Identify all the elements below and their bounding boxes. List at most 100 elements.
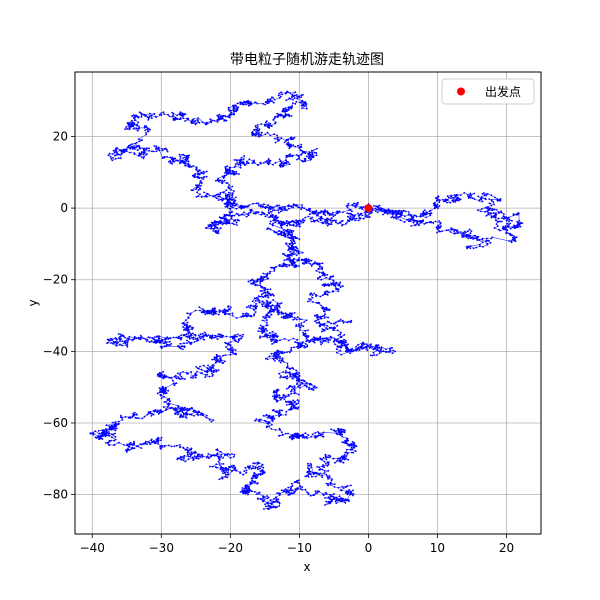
trajectory-point xyxy=(280,137,283,140)
trajectory-point xyxy=(179,378,182,380)
trajectory-point xyxy=(351,210,353,213)
trajectory-point xyxy=(219,115,222,117)
trajectory-point xyxy=(204,374,207,376)
trajectory-point xyxy=(245,312,248,314)
trajectory-point xyxy=(313,338,316,340)
trajectory-point xyxy=(350,448,353,451)
trajectory-point xyxy=(481,200,484,203)
trajectory-point xyxy=(157,373,160,376)
trajectory-point xyxy=(341,458,344,461)
trajectory-point xyxy=(185,160,188,162)
trajectory-point xyxy=(278,311,281,314)
trajectory-point xyxy=(322,337,324,340)
trajectory-point xyxy=(183,324,186,327)
trajectory-point xyxy=(281,93,284,96)
trajectory-points xyxy=(89,90,524,511)
trajectory-point xyxy=(156,409,159,412)
trajectory-point xyxy=(281,397,283,399)
trajectory-point xyxy=(160,346,163,349)
trajectory-point xyxy=(235,110,237,113)
trajectory-point xyxy=(132,442,135,445)
trajectory-point xyxy=(138,140,141,143)
trajectory-point xyxy=(117,341,119,344)
trajectory-point xyxy=(264,161,267,163)
trajectory-point xyxy=(349,218,352,221)
trajectory-point xyxy=(262,466,265,469)
trajectory-point xyxy=(148,149,150,152)
trajectory-point xyxy=(127,444,130,446)
trajectory-point xyxy=(357,219,360,222)
trajectory-point xyxy=(341,435,344,438)
trajectory-point xyxy=(281,110,284,113)
trajectory-point xyxy=(182,412,185,414)
trajectory-point xyxy=(266,131,269,134)
trajectory-point xyxy=(311,263,314,266)
trajectory-point xyxy=(317,338,320,340)
trajectory-point xyxy=(293,247,295,250)
trajectory-point xyxy=(479,210,482,213)
trajectory-point xyxy=(312,389,315,391)
trajectory-point xyxy=(478,243,481,246)
trajectory-point xyxy=(253,313,256,316)
trajectory-point xyxy=(160,439,162,442)
trajectory-point xyxy=(348,220,351,223)
trajectory-point xyxy=(189,335,191,337)
trajectory-point xyxy=(345,455,348,457)
trajectory-point xyxy=(273,117,276,120)
trajectory-point xyxy=(306,345,309,348)
trajectory-point xyxy=(270,266,272,269)
trajectory-point xyxy=(227,305,229,308)
trajectory-point xyxy=(179,158,182,160)
trajectory-point xyxy=(269,222,271,225)
trajectory-point xyxy=(516,220,519,223)
trajectory-point xyxy=(177,413,179,416)
trajectory-point xyxy=(137,125,140,128)
trajectory-point xyxy=(223,120,226,122)
trajectory-point xyxy=(195,365,198,368)
trajectory-point xyxy=(340,339,342,342)
trajectory-point xyxy=(155,150,158,153)
trajectory-point xyxy=(269,308,272,310)
trajectory-point xyxy=(338,459,341,462)
trajectory-point xyxy=(282,371,285,373)
trajectory-point xyxy=(332,329,335,332)
trajectory-point xyxy=(242,489,245,492)
trajectory-point xyxy=(169,160,172,162)
trajectory-point xyxy=(357,343,359,346)
trajectory-point xyxy=(327,462,329,464)
trajectory-point xyxy=(280,234,283,237)
trajectory-point xyxy=(292,220,295,223)
trajectory-point xyxy=(135,146,137,149)
trajectory-point xyxy=(488,239,490,242)
trajectory-point xyxy=(341,485,344,488)
trajectory-point xyxy=(280,489,283,491)
trajectory-point xyxy=(282,361,285,363)
trajectory-point xyxy=(267,209,270,212)
trajectory-point xyxy=(272,506,275,508)
trajectory-point xyxy=(116,342,118,345)
trajectory-point xyxy=(280,162,283,165)
trajectory-point xyxy=(222,191,225,194)
trajectory-point xyxy=(283,141,286,144)
trajectory-point xyxy=(239,160,241,163)
trajectory-point xyxy=(212,454,215,457)
trajectory-point xyxy=(476,239,479,242)
trajectory-point xyxy=(218,220,221,223)
trajectory-point xyxy=(212,223,215,226)
trajectory-point xyxy=(276,302,279,305)
trajectory-point xyxy=(512,239,515,241)
trajectory-point xyxy=(269,220,272,223)
grid xyxy=(75,72,541,534)
trajectory-point xyxy=(460,234,463,236)
trajectory-point xyxy=(177,337,180,339)
trajectory-point xyxy=(314,471,316,474)
trajectory-point xyxy=(252,202,254,205)
trajectory-point xyxy=(304,158,307,160)
trajectory-point xyxy=(185,333,188,336)
trajectory-point xyxy=(485,214,488,217)
trajectory-point xyxy=(477,236,480,238)
trajectory-point xyxy=(338,210,341,213)
trajectory-point xyxy=(145,114,147,116)
trajectory-point xyxy=(303,384,306,387)
trajectory-point xyxy=(361,342,363,345)
